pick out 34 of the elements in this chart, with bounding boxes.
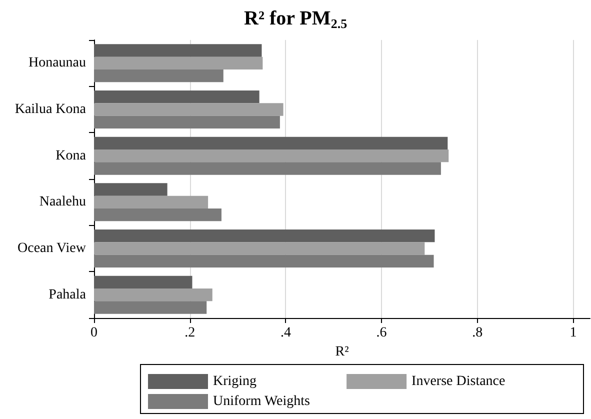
x-tick-label: .4 — [280, 326, 291, 340]
bar — [94, 103, 284, 116]
x-tick-label: .8 — [472, 326, 483, 340]
x-tick-label: .2 — [184, 326, 196, 340]
bar — [94, 183, 168, 196]
bar — [94, 208, 222, 222]
bar — [94, 44, 262, 57]
y-tick-label: Kona — [56, 148, 87, 164]
legend-label: Inverse Distance — [412, 374, 506, 389]
y-tick-label: Naalehu — [39, 194, 86, 210]
bar — [94, 116, 280, 128]
x-tick-label: .6 — [376, 326, 387, 340]
legend-label: Uniform Weights — [213, 394, 310, 409]
bar — [94, 150, 449, 162]
bar — [94, 196, 208, 208]
bar — [94, 276, 192, 288]
bar — [94, 56, 263, 70]
bar — [94, 254, 434, 268]
legend-label: Kriging — [213, 374, 257, 389]
bar — [94, 162, 441, 175]
x-tick-label: 1 — [570, 326, 577, 340]
bar — [94, 230, 435, 242]
bar — [94, 288, 212, 302]
bar — [94, 242, 425, 255]
bar — [94, 301, 207, 314]
y-tick-label: Pahala — [48, 287, 87, 302]
bar — [94, 90, 260, 104]
bar — [94, 136, 448, 150]
y-tick-label: Ocean View — [18, 241, 87, 256]
y-tick-label: Kailua Kona — [14, 102, 87, 117]
y-tick-label: Honaunau — [28, 56, 86, 71]
bar — [94, 70, 224, 82]
x-axis-title: R² — [335, 344, 349, 360]
x-tick-label: 0 — [90, 326, 98, 340]
